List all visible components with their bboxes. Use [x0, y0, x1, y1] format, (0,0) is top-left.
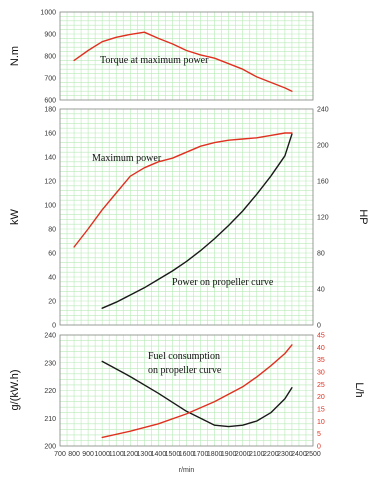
- fuel-panel-xtick-label: 1300: [137, 451, 153, 458]
- fuel-panel-xtick-label: 1500: [165, 451, 181, 458]
- power-panel-frame: [59, 108, 314, 326]
- fuel-panel-y2tick-label: 35: [317, 357, 325, 364]
- power-panel-y2tick-label: 0: [317, 323, 321, 330]
- torque-panel-ytick-label: 1000: [40, 10, 56, 17]
- fuel-panel-xtick-label: 1700: [193, 451, 209, 458]
- fuel-panel-xtick-label: 1600: [179, 451, 195, 458]
- power-panel-series-0-line: [73, 132, 293, 248]
- fuel-panel-xtick-label: 1100: [109, 451, 124, 458]
- fuel-panel-ytick-label: 200: [44, 444, 56, 451]
- fuel-panel-ytick-label: 240: [44, 333, 56, 340]
- torque-panel-ytick-label: 700: [44, 76, 56, 83]
- fuel-panel-xtick-label: 2400: [291, 451, 307, 458]
- fuel-panel-frame: [59, 334, 314, 447]
- fuel-panel-y2tick-label: 25: [317, 382, 325, 389]
- power-panel-ytick-label: 0: [52, 323, 56, 330]
- fuel-panel-y2label: L/h: [353, 382, 365, 397]
- power-panel-annotation: Maximum power: [92, 153, 162, 164]
- fuel-panel-y2tick-label: 5: [317, 431, 321, 438]
- fuel-panel-ytick-label: 210: [44, 416, 56, 423]
- torque-panel-annotation: Torque at maximum power: [100, 55, 209, 66]
- torque-panel-ytick-label: 800: [44, 54, 56, 61]
- fuel-panel-y2tick-label: 45: [317, 333, 325, 340]
- fuel-panel-y2tick-label: 30: [317, 370, 325, 377]
- power-panel-y2tick-label: 240: [317, 107, 329, 114]
- power-panel-y2label: HP: [357, 209, 369, 224]
- fuel-panel-xtick-label: 900: [82, 451, 94, 458]
- fuel-panel-annotation: Fuel consumption: [148, 351, 220, 362]
- power-panel-y2tick-label: 160: [317, 179, 329, 186]
- power-panel-ytick-label: 60: [48, 251, 56, 258]
- power-panel-annotation: Power on propeller curve: [172, 277, 274, 288]
- fuel-panel-xtick-label: 2100: [249, 451, 265, 458]
- power-panel-ytick-label: 180: [44, 107, 56, 114]
- torque-panel-series-0-line: [73, 31, 293, 92]
- fuel-panel-xtick-label: 1000: [94, 451, 110, 458]
- power-panel-ytick-label: 140: [44, 155, 56, 162]
- fuel-panel-xlabel: r/min: [179, 467, 195, 474]
- torque-panel-ylabel: N.m: [9, 46, 21, 66]
- fuel-panel-annotation: on propeller curve: [148, 365, 222, 376]
- fuel-panel-y2tick-label: 15: [317, 407, 325, 414]
- fuel-panel-xtick-label: 700: [54, 451, 66, 458]
- fuel-panel-ytick-label: 230: [44, 360, 56, 367]
- fuel-panel-y2tick-label: 10: [317, 419, 325, 426]
- fuel-panel-xtick-label: 2300: [277, 451, 293, 458]
- power-panel-y2tick-label: 200: [317, 143, 329, 150]
- torque-panel-ytick-label: 900: [44, 32, 56, 39]
- fuel-panel-xtick-label: 1900: [221, 451, 237, 458]
- fuel-panel-xtick-label: 2500: [305, 451, 321, 458]
- fuel-panel-series-1-line: [101, 344, 293, 439]
- power-panel-ytick-label: 160: [44, 131, 56, 138]
- torque-panel-ytick-label: 600: [44, 98, 56, 105]
- power-panel-ytick-label: 20: [48, 299, 56, 306]
- fuel-panel-xtick-label: 1400: [151, 451, 167, 458]
- power-panel-series-1-line: [101, 133, 293, 309]
- power-panel-ytick-label: 120: [44, 179, 56, 186]
- fuel-panel-xtick-label: 800: [68, 451, 80, 458]
- power-panel-ytick-label: 80: [48, 227, 56, 234]
- fuel-panel-y2tick-label: 40: [317, 345, 325, 352]
- fuel-panel-ytick-label: 220: [44, 388, 56, 395]
- power-panel-y2tick-label: 80: [317, 251, 325, 258]
- power-panel-y2tick-label: 40: [317, 287, 325, 294]
- fuel-panel-xtick-label: 2000: [235, 451, 251, 458]
- fuel-panel-series-0-line: [101, 360, 293, 428]
- power-panel-ylabel: kW: [9, 208, 21, 225]
- fuel-panel-xtick-label: 1200: [122, 451, 138, 458]
- fuel-panel-y2tick-label: 0: [317, 444, 321, 451]
- fuel-panel-xtick-label: 1800: [207, 451, 223, 458]
- power-panel-ytick-label: 100: [44, 203, 56, 210]
- power-panel-y2tick-label: 120: [317, 215, 329, 222]
- fuel-panel-y2tick-label: 20: [317, 394, 325, 401]
- fuel-panel-ylabel: g/(kW.h): [9, 370, 21, 411]
- fuel-panel-xtick-label: 2200: [263, 451, 279, 458]
- torque-panel-frame: [59, 11, 314, 101]
- power-panel-ytick-label: 40: [48, 275, 56, 282]
